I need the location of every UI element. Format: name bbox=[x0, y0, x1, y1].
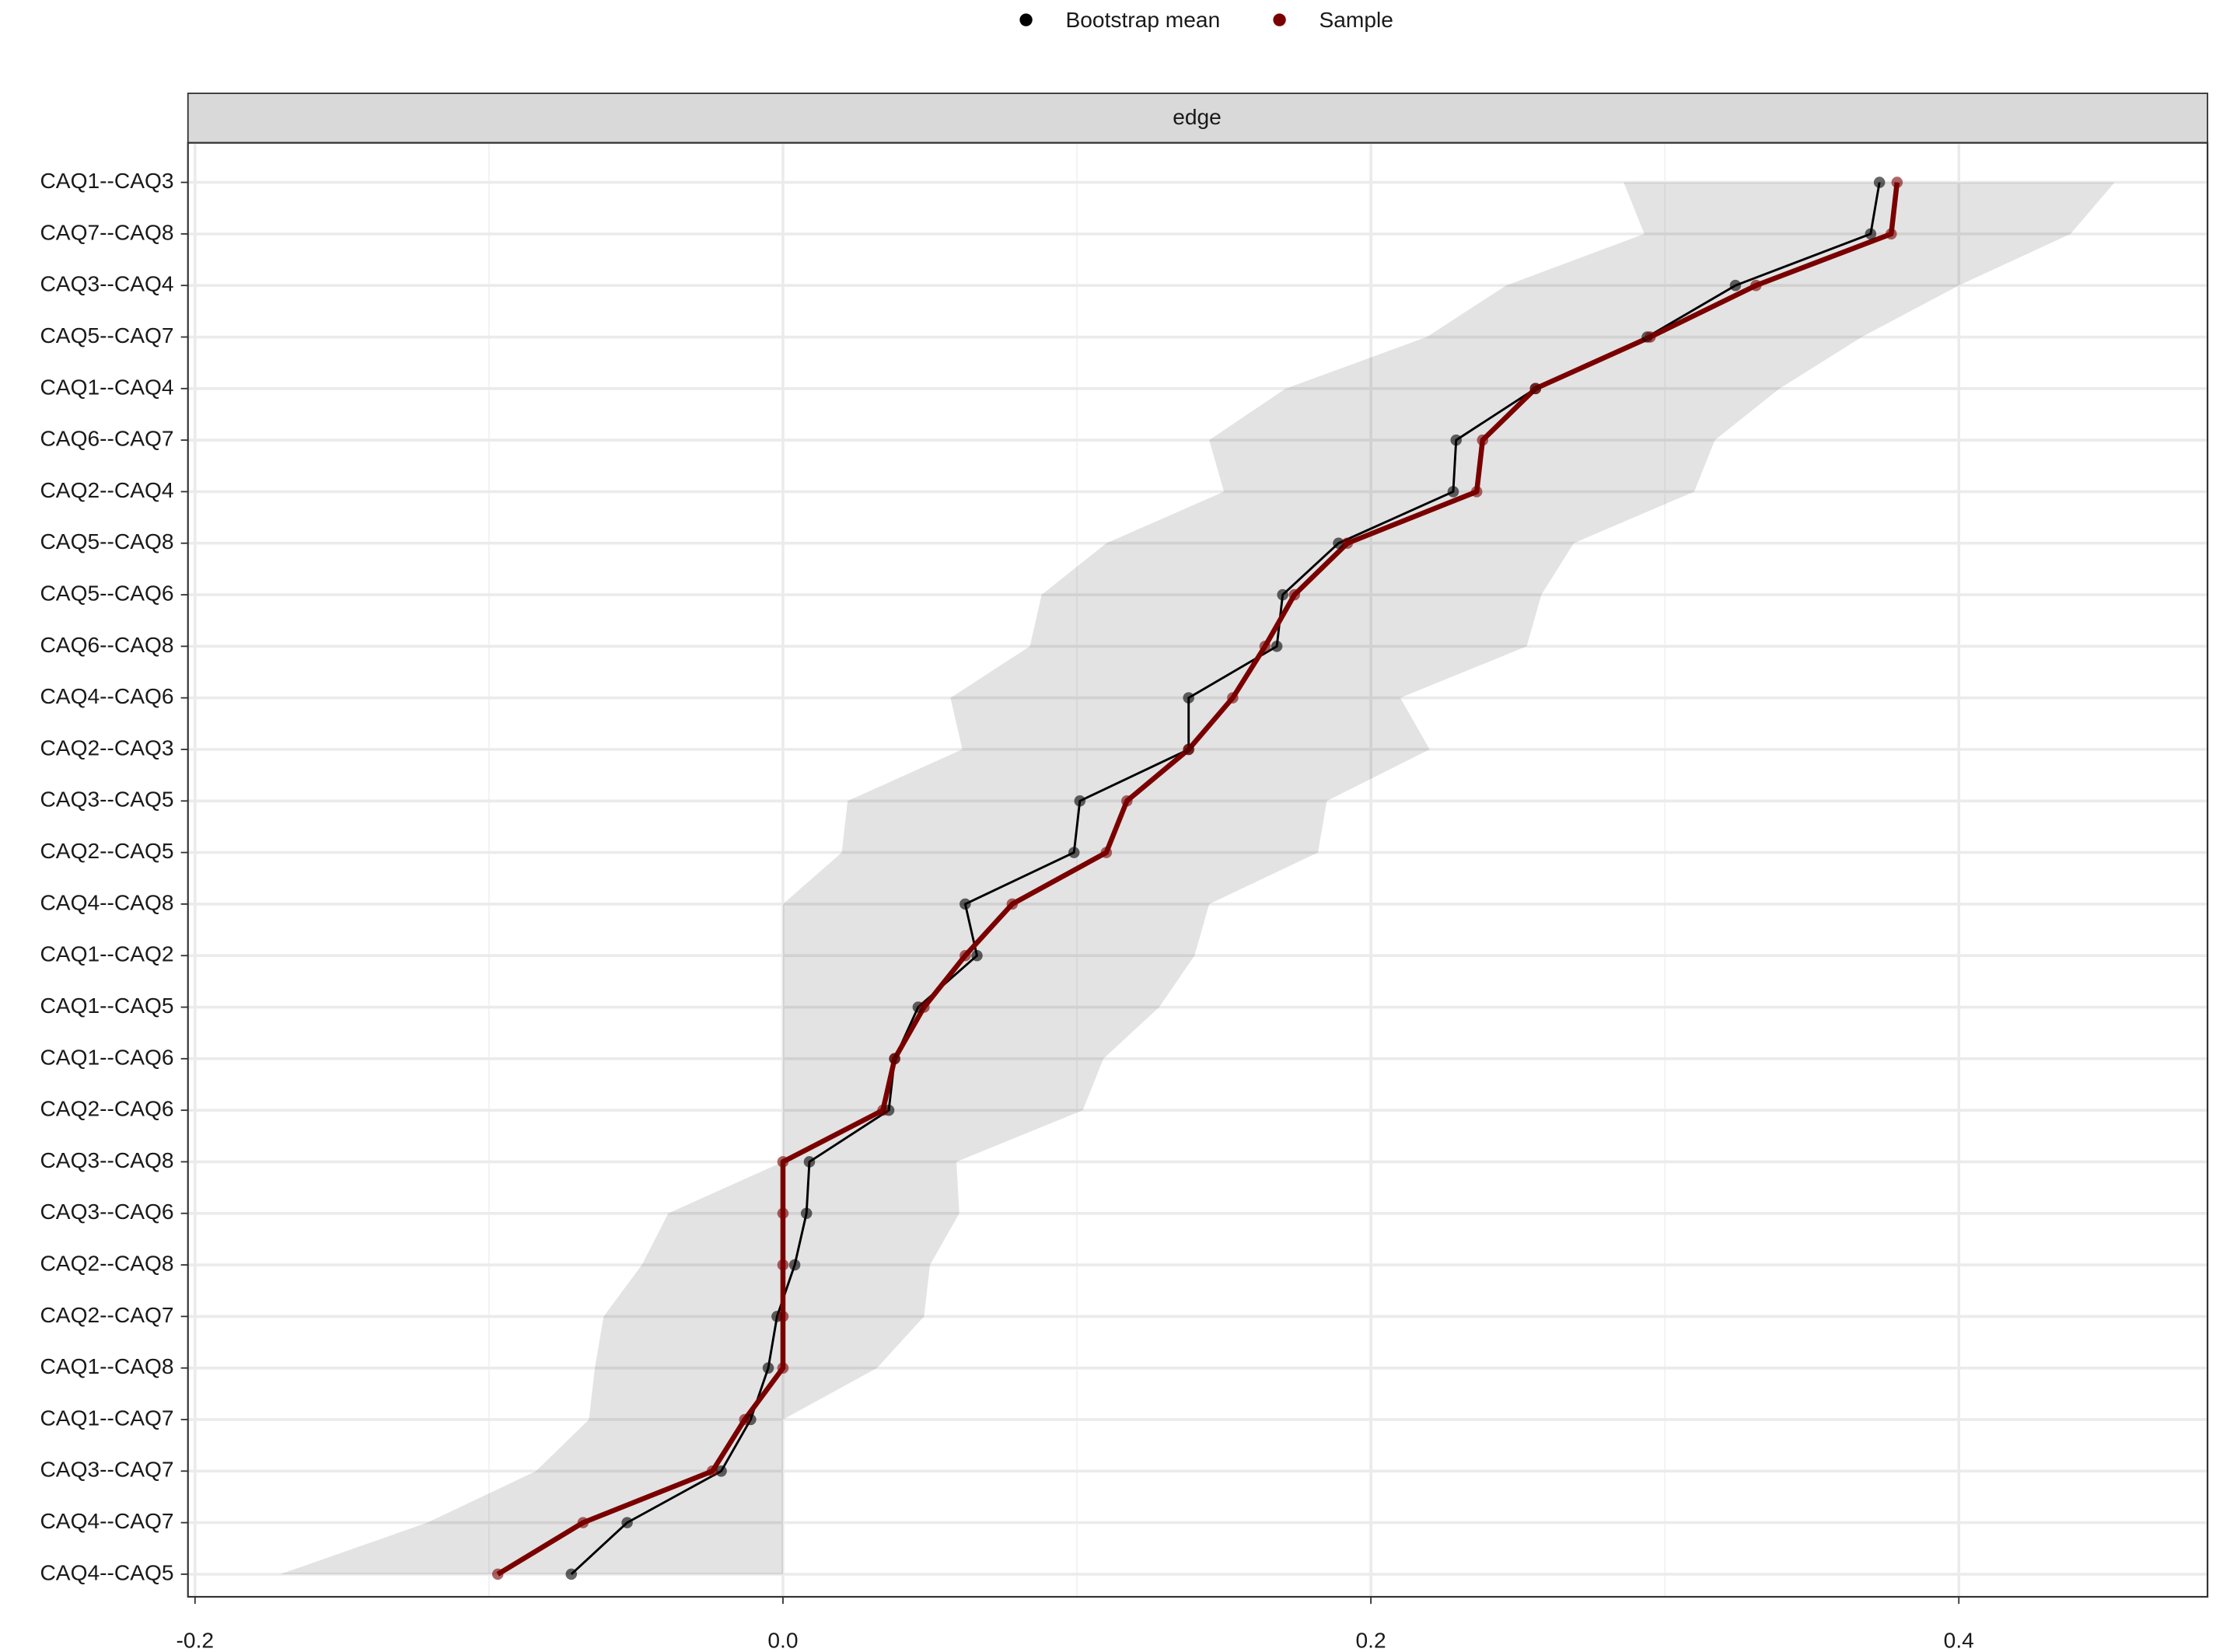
point bbox=[1227, 692, 1239, 704]
series-line bbox=[496, 182, 1900, 1577]
point bbox=[1074, 795, 1086, 807]
point bbox=[803, 1156, 816, 1168]
point bbox=[565, 1568, 578, 1580]
legend-label: Bootstrap mean bbox=[1065, 7, 1220, 32]
point bbox=[1259, 641, 1271, 652]
y-tick-label: CAQ6--CAQ7 bbox=[40, 426, 173, 451]
y-tick-label: CAQ2--CAQ4 bbox=[40, 477, 173, 502]
y-tick-label: CAQ1--CAQ5 bbox=[40, 993, 173, 1018]
point bbox=[1750, 279, 1762, 292]
point bbox=[1333, 537, 1344, 550]
legend-marker bbox=[1273, 13, 1286, 26]
point bbox=[706, 1465, 718, 1477]
point bbox=[777, 1362, 789, 1374]
point bbox=[1271, 641, 1283, 652]
point bbox=[777, 1207, 789, 1220]
y-tick-label: CAQ3--CAQ5 bbox=[40, 787, 173, 812]
point bbox=[1477, 434, 1489, 446]
point bbox=[777, 1259, 789, 1271]
y-tick-label: CAQ5--CAQ6 bbox=[40, 580, 173, 605]
point bbox=[1729, 279, 1742, 292]
panel-border bbox=[187, 141, 2209, 1598]
legend: Bootstrap mean Sample bbox=[1019, 7, 1393, 32]
point bbox=[1447, 486, 1459, 498]
point bbox=[1886, 228, 1897, 240]
y-tick-label: CAQ2--CAQ6 bbox=[40, 1096, 173, 1121]
y-tick-label: CAQ4--CAQ5 bbox=[40, 1559, 173, 1584]
x-tick-label: -0.2 bbox=[177, 1628, 215, 1652]
legend-label: Sample bbox=[1319, 7, 1393, 32]
point bbox=[959, 949, 971, 962]
point bbox=[1121, 795, 1133, 807]
y-tick-label: CAQ1--CAQ3 bbox=[40, 168, 173, 193]
x-tick-label: 0.2 bbox=[1356, 1628, 1386, 1652]
point bbox=[788, 1259, 801, 1271]
point bbox=[1865, 228, 1877, 240]
y-tick-label: CAQ3--CAQ4 bbox=[40, 271, 173, 296]
point bbox=[889, 1053, 900, 1065]
point bbox=[1068, 847, 1080, 858]
x-tick-label: 0.4 bbox=[1944, 1628, 1974, 1652]
point bbox=[621, 1517, 633, 1528]
legend-marker bbox=[1019, 13, 1033, 26]
point bbox=[918, 1001, 930, 1013]
point bbox=[1100, 847, 1113, 858]
y-tick-label: CAQ1--CAQ4 bbox=[40, 374, 173, 399]
y-tick-label: CAQ2--CAQ7 bbox=[40, 1302, 173, 1327]
point bbox=[739, 1413, 751, 1426]
y-tick-label: CAQ1--CAQ8 bbox=[40, 1353, 173, 1378]
point bbox=[1288, 589, 1301, 601]
point bbox=[762, 1362, 774, 1374]
point bbox=[1450, 434, 1463, 446]
y-tick-label: CAQ3--CAQ6 bbox=[40, 1199, 173, 1224]
y-tick-label: CAQ3--CAQ8 bbox=[40, 1147, 173, 1172]
y-tick-label: CAQ7--CAQ8 bbox=[40, 219, 173, 244]
point bbox=[715, 1465, 727, 1477]
point bbox=[1873, 176, 1886, 188]
x-tick-label: 0.0 bbox=[767, 1628, 798, 1652]
y-tick-label: CAQ2--CAQ3 bbox=[40, 735, 173, 760]
y-tick-label: CAQ1--CAQ6 bbox=[40, 1044, 173, 1069]
series-line bbox=[570, 182, 1881, 1575]
y-tick-label: CAQ6--CAQ8 bbox=[40, 632, 173, 657]
point bbox=[971, 949, 983, 962]
y-tick-label: CAQ2--CAQ8 bbox=[40, 1251, 173, 1276]
y-tick-label: CAQ4--CAQ7 bbox=[40, 1508, 173, 1533]
y-tick-label: CAQ4--CAQ6 bbox=[40, 683, 173, 708]
y-tick-label: CAQ2--CAQ5 bbox=[40, 838, 173, 863]
y-tick-label: CAQ5--CAQ8 bbox=[40, 529, 173, 554]
panel-label: edge bbox=[1173, 104, 1222, 129]
point bbox=[1891, 176, 1903, 188]
y-tick-label: CAQ5--CAQ7 bbox=[40, 323, 173, 348]
point bbox=[1529, 382, 1542, 395]
point bbox=[491, 1568, 504, 1580]
point bbox=[1183, 743, 1194, 756]
point bbox=[1183, 692, 1194, 704]
point bbox=[1006, 898, 1019, 910]
panel-strip bbox=[187, 93, 2209, 144]
y-tick-label: CAQ4--CAQ8 bbox=[40, 889, 173, 914]
point bbox=[777, 1156, 789, 1168]
y-tick-label: CAQ3--CAQ7 bbox=[40, 1457, 173, 1482]
point bbox=[1277, 589, 1288, 601]
confidence-band bbox=[280, 182, 2115, 1574]
point bbox=[877, 1104, 889, 1116]
point bbox=[1644, 331, 1656, 343]
point bbox=[1470, 486, 1483, 498]
point bbox=[777, 1311, 789, 1322]
y-tick-label: CAQ1--CAQ7 bbox=[40, 1405, 173, 1430]
point bbox=[959, 898, 971, 910]
point bbox=[577, 1517, 589, 1528]
y-tick-label: CAQ1--CAQ2 bbox=[40, 941, 173, 966]
point bbox=[1341, 537, 1354, 550]
point bbox=[800, 1207, 813, 1220]
